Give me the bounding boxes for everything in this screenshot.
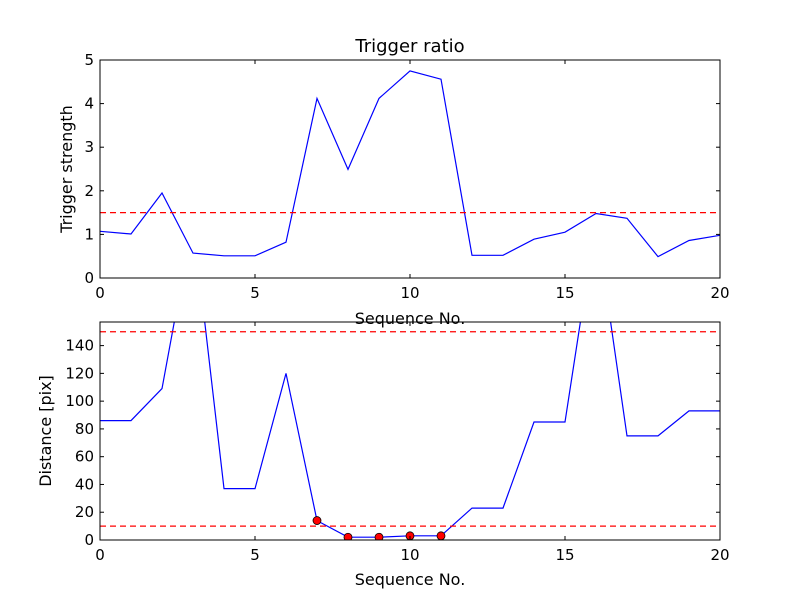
top-x-tick-label: 5 bbox=[250, 284, 260, 302]
top-y-axis-label: Trigger strength bbox=[57, 105, 76, 234]
top-axes: Trigger ratio 0 5 10 15 20 0 1 2 3 4 5 Sequence No… bbox=[57, 36, 730, 328]
bottom-x-tick-label: 10 bbox=[400, 546, 419, 564]
top-series-line-0 bbox=[100, 70, 720, 258]
top-x-axis-label: Sequence No. bbox=[355, 309, 466, 328]
bottom-x-axis-label: Sequence No. bbox=[355, 570, 466, 589]
bottom-y-tick-label: 20 bbox=[75, 503, 94, 521]
bottom-ticks: 0 5 10 15 20 0 20 40 60 80 100 120 140 bbox=[65, 322, 730, 564]
bottom-marker-point bbox=[374, 532, 384, 540]
bottom-y-axis-label: Distance [pix] bbox=[36, 375, 55, 487]
top-y-tick-label: 5 bbox=[84, 51, 94, 69]
bottom-marker-point bbox=[343, 532, 353, 540]
top-y-tick-label: 3 bbox=[84, 138, 94, 156]
bottom-y-tick-label: 100 bbox=[65, 392, 94, 410]
bottom-y-tick-label: 140 bbox=[65, 337, 94, 355]
top-x-tick-label: 0 bbox=[95, 284, 105, 302]
bottom-series-line-0 bbox=[100, 322, 720, 538]
chart-title: Trigger ratio bbox=[354, 36, 464, 57]
bottom-plot-area bbox=[100, 322, 720, 540]
bottom-marker-point bbox=[436, 531, 446, 540]
top-y-tick-label: 1 bbox=[84, 225, 94, 243]
bottom-marker-point bbox=[312, 516, 322, 525]
bottom-x-tick-label: 0 bbox=[95, 546, 105, 564]
bottom-y-tick-label: 120 bbox=[65, 364, 94, 382]
top-x-tick-label: 10 bbox=[400, 284, 419, 302]
top-y-tick-label: 2 bbox=[84, 182, 94, 200]
top-ticks: 0 5 10 15 20 0 1 2 3 4 5 bbox=[84, 51, 729, 302]
top-y-tick-label: 0 bbox=[84, 269, 94, 287]
bottom-y-tick-label: 40 bbox=[75, 475, 94, 493]
top-x-tick-label: 20 bbox=[710, 284, 729, 302]
top-plot-area bbox=[100, 70, 720, 258]
bottom-x-tick-label: 15 bbox=[555, 546, 574, 564]
bottom-x-tick-label: 5 bbox=[250, 546, 260, 564]
bottom-x-tick-label: 20 bbox=[710, 546, 729, 564]
top-frame bbox=[99, 59, 721, 279]
top-x-tick-label: 15 bbox=[555, 284, 574, 302]
bottom-y-tick-label: 0 bbox=[84, 531, 94, 549]
top-y-tick-label: 4 bbox=[84, 95, 94, 113]
bottom-frame bbox=[99, 321, 721, 541]
bottom-y-tick-label: 60 bbox=[75, 448, 94, 466]
bottom-y-tick-label: 80 bbox=[75, 420, 94, 438]
